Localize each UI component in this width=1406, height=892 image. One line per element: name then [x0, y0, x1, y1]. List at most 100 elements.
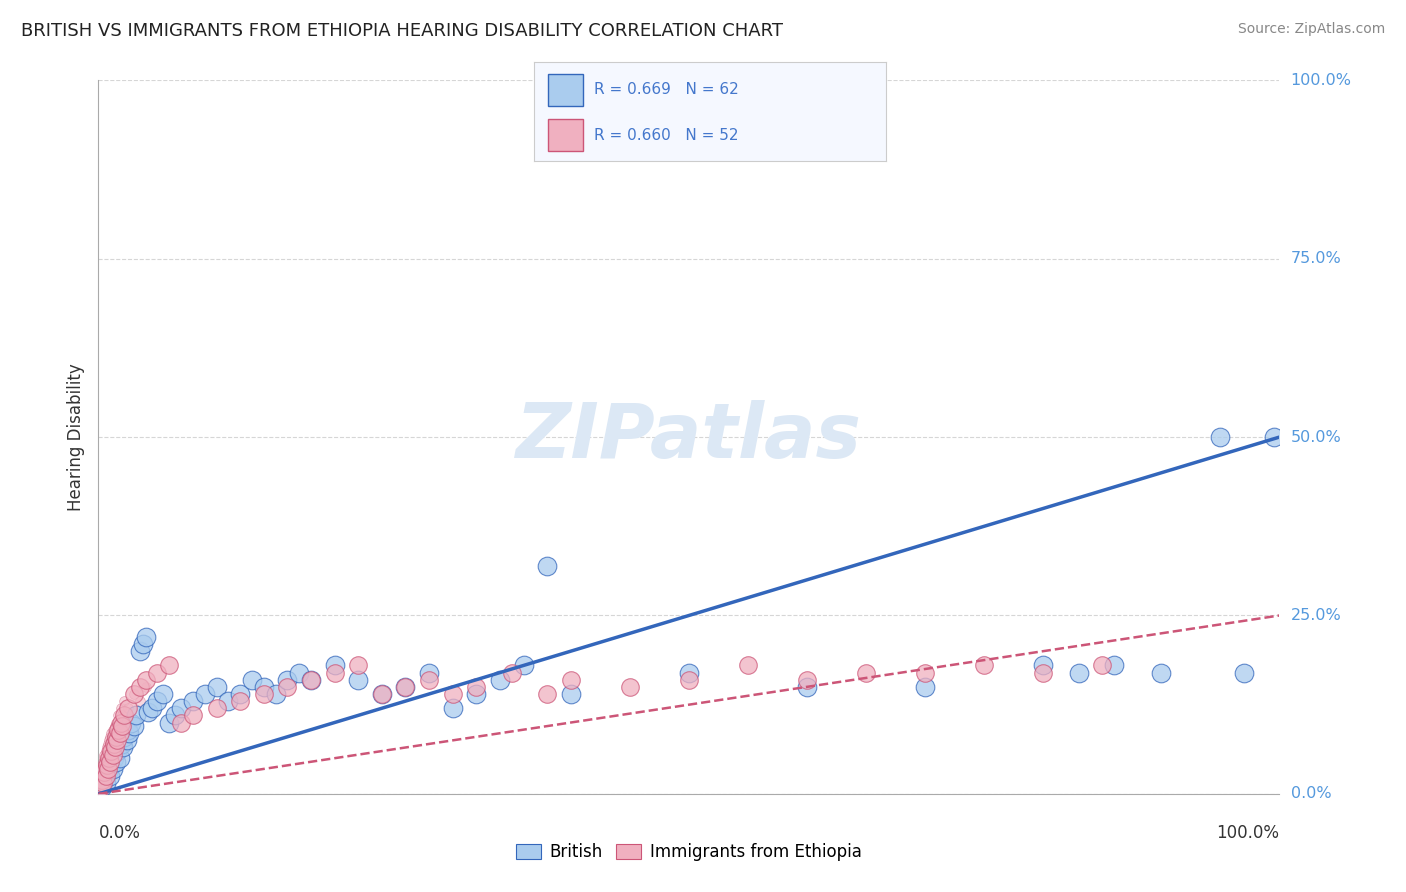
Point: [501, 665, 523, 680]
Point: [117, 723, 139, 737]
Point: [110, 715, 132, 730]
Point: [108, 751, 131, 765]
Point: [94, 776, 117, 790]
FancyBboxPatch shape: [548, 120, 583, 151]
Point: [107, 723, 129, 737]
Point: [394, 680, 416, 694]
Point: [170, 715, 193, 730]
Point: [181, 694, 204, 708]
Point: [536, 558, 558, 573]
Point: [973, 658, 995, 673]
Point: [678, 665, 700, 680]
Legend: British, Immigrants from Ethiopia: British, Immigrants from Ethiopia: [510, 837, 868, 868]
Text: BRITISH VS IMMIGRANTS FROM ETHIOPIA HEARING DISABILITY CORRELATION CHART: BRITISH VS IMMIGRANTS FROM ETHIOPIA HEAR…: [21, 22, 783, 40]
Point: [914, 665, 936, 680]
Point: [1091, 658, 1114, 673]
Point: [112, 740, 135, 755]
Point: [122, 687, 145, 701]
Point: [371, 687, 394, 701]
Point: [128, 680, 150, 694]
Point: [135, 673, 157, 687]
Point: [217, 694, 239, 708]
Point: [347, 673, 370, 687]
Point: [560, 687, 582, 701]
Point: [276, 680, 298, 694]
Text: 100.0%: 100.0%: [1216, 824, 1279, 842]
Point: [441, 701, 464, 715]
Point: [299, 673, 322, 687]
Point: [181, 708, 204, 723]
Point: [276, 673, 298, 687]
Point: [101, 762, 124, 776]
Point: [98, 769, 121, 783]
Text: 75.0%: 75.0%: [1291, 252, 1341, 266]
Point: [98, 755, 121, 769]
Y-axis label: Hearing Disability: Hearing Disability: [66, 363, 84, 511]
Point: [141, 701, 163, 715]
Point: [132, 637, 155, 651]
Point: [94, 769, 117, 783]
Point: [418, 673, 440, 687]
Point: [1209, 430, 1232, 444]
Point: [240, 673, 263, 687]
Text: Source: ZipAtlas.com: Source: ZipAtlas.com: [1237, 22, 1385, 37]
Point: [536, 687, 558, 701]
Point: [103, 751, 125, 765]
Point: [105, 755, 128, 769]
Point: [118, 726, 141, 740]
Point: [112, 708, 135, 723]
Point: [1032, 658, 1054, 673]
Point: [796, 673, 818, 687]
Point: [205, 701, 228, 715]
Point: [619, 680, 641, 694]
Point: [737, 658, 759, 673]
Point: [264, 687, 287, 701]
Point: [489, 673, 512, 687]
Text: R = 0.660   N = 52: R = 0.660 N = 52: [593, 128, 738, 143]
Point: [135, 630, 157, 644]
Text: 0.0%: 0.0%: [1291, 787, 1331, 801]
Point: [170, 701, 193, 715]
Text: 0.0%: 0.0%: [98, 824, 141, 842]
Point: [146, 665, 169, 680]
Text: 50.0%: 50.0%: [1291, 430, 1341, 444]
Point: [299, 673, 322, 687]
FancyBboxPatch shape: [548, 74, 583, 105]
Text: R = 0.669   N = 62: R = 0.669 N = 62: [593, 82, 738, 97]
Point: [115, 733, 138, 747]
Point: [288, 665, 311, 680]
Point: [91, 780, 114, 794]
Point: [323, 658, 346, 673]
Point: [105, 744, 128, 758]
Point: [1102, 658, 1125, 673]
Text: 25.0%: 25.0%: [1291, 608, 1341, 623]
Point: [165, 708, 187, 723]
Point: [105, 730, 128, 744]
Point: [796, 680, 818, 694]
Point: [93, 772, 115, 787]
Point: [136, 705, 159, 719]
Point: [128, 644, 150, 658]
Point: [1067, 665, 1090, 680]
Point: [91, 776, 114, 790]
Point: [465, 687, 488, 701]
Point: [117, 701, 139, 715]
Point: [1233, 665, 1256, 680]
Text: 100.0%: 100.0%: [1291, 73, 1351, 87]
Point: [205, 680, 228, 694]
Point: [229, 694, 252, 708]
Point: [441, 687, 464, 701]
Point: [146, 694, 169, 708]
Point: [914, 680, 936, 694]
Point: [194, 687, 217, 701]
Point: [157, 658, 180, 673]
Point: [512, 658, 534, 673]
Point: [152, 687, 174, 701]
Point: [101, 747, 124, 762]
Point: [347, 658, 370, 673]
Point: [112, 730, 135, 744]
Point: [253, 680, 276, 694]
Point: [111, 737, 134, 751]
Point: [108, 726, 131, 740]
Point: [855, 665, 877, 680]
